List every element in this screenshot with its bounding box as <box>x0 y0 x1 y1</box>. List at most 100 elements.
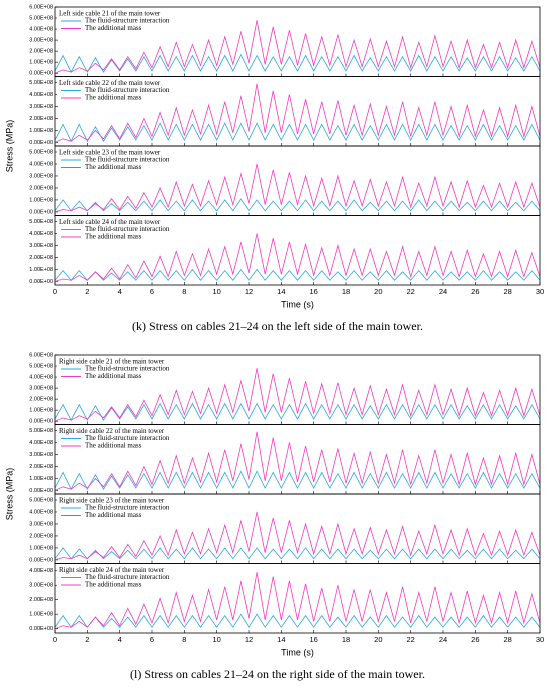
x-tick-label: 22 <box>406 635 414 644</box>
y-tick-label: 1.00E+08 <box>29 545 53 551</box>
y-tick-label: 1.00E+08 <box>29 476 53 482</box>
y-tick-label: 5.00E+08 <box>29 428 53 434</box>
legend-label: The additional mass <box>85 233 142 241</box>
legend-label: The additional mass <box>85 511 142 519</box>
y-tick-label: 5.00E+08 <box>29 80 53 86</box>
y-tick-label: 0.00E+00 <box>29 279 53 285</box>
legend-title: Right side cable 24 of the main tower <box>59 566 165 574</box>
legend-title: Right side cable 21 of the main tower <box>59 358 165 366</box>
legend-label: The additional mass <box>85 442 142 450</box>
y-tick-label: 4.00E+08 <box>29 375 53 381</box>
y-tick-label: 2.00E+08 <box>29 597 53 603</box>
x-tick-label: 14 <box>277 635 285 644</box>
y-tick-label: 0.00E+00 <box>29 140 53 146</box>
y-tick-label: 3.00E+08 <box>29 452 53 458</box>
y-tick-label: 2.00E+08 <box>29 255 53 261</box>
y-tick-label: 0.00E+00 <box>29 626 53 632</box>
series-line <box>54 511 541 561</box>
y-tick-label: 6.00E+08 <box>29 352 53 358</box>
y-tick-label: 0.00E+00 <box>29 557 53 563</box>
x-tick-label: 28 <box>503 635 511 644</box>
series-line <box>54 83 541 143</box>
y-tick-label: 4.00E+08 <box>29 161 53 167</box>
x-tick-label: 10 <box>212 287 220 296</box>
y-tick-label: 3.00E+08 <box>29 583 53 589</box>
series-line <box>54 122 541 143</box>
y-axis-label: Stress (MPa) <box>4 120 14 173</box>
series-line <box>54 233 541 282</box>
y-axis-label: Stress (MPa) <box>4 468 14 521</box>
series-line <box>54 470 541 491</box>
y-tick-label: 4.00E+08 <box>29 231 53 237</box>
y-tick-label: 0.00E+00 <box>29 71 53 77</box>
x-tick-label: 10 <box>212 635 220 644</box>
legend-label: The fluid-structure interaction <box>85 156 170 164</box>
legend-label: The fluid-structure interaction <box>85 434 170 442</box>
figure-caption: (l) Stress on cables 21–24 on the right … <box>130 667 425 681</box>
y-tick-label: 0.00E+00 <box>29 419 53 425</box>
x-tick-label: 18 <box>342 287 350 296</box>
y-tick-label: 5.00E+08 <box>29 149 53 155</box>
legend-label: The fluid-structure interaction <box>85 504 170 512</box>
x-tick-label: 30 <box>536 635 544 644</box>
x-tick-label: 20 <box>374 635 382 644</box>
series-line <box>54 547 541 560</box>
x-tick-label: 22 <box>406 287 414 296</box>
y-tick-label: 1.00E+08 <box>29 267 53 273</box>
series-line <box>54 20 541 74</box>
legend-label: The additional mass <box>85 24 142 32</box>
x-tick-label: 6 <box>150 287 154 296</box>
y-tick-label: 0.00E+00 <box>29 209 53 215</box>
legend-label: The fluid-structure interaction <box>85 573 170 581</box>
y-tick-label: 2.00E+08 <box>29 185 53 191</box>
x-tick-label: 0 <box>53 287 57 296</box>
x-tick-label: 26 <box>471 635 479 644</box>
y-tick-label: 2.00E+08 <box>29 49 53 55</box>
series-line <box>54 53 541 73</box>
y-tick-label: 4.00E+08 <box>29 568 53 574</box>
figure-caption: (k) Stress on cables 21–24 on the left s… <box>132 319 423 333</box>
x-tick-label: 4 <box>118 287 122 296</box>
x-tick-label: 14 <box>277 287 285 296</box>
series-line <box>54 431 541 491</box>
x-tick-label: 2 <box>85 635 89 644</box>
series-line <box>54 198 541 212</box>
y-tick-label: 4.00E+08 <box>29 92 53 98</box>
series-line <box>54 613 541 628</box>
legend-label: The fluid-structure interaction <box>85 17 170 25</box>
x-tick-label: 0 <box>53 635 57 644</box>
y-tick-label: 2.00E+08 <box>29 464 53 470</box>
y-tick-label: 1.00E+08 <box>29 197 53 203</box>
y-tick-label: 0.00E+00 <box>29 488 53 494</box>
y-tick-label: 2.00E+08 <box>29 397 53 403</box>
y-tick-label: 1.00E+08 <box>29 612 53 618</box>
y-tick-label: 2.00E+08 <box>29 116 53 122</box>
legend-label: The additional mass <box>85 372 142 380</box>
x-tick-label: 2 <box>85 287 89 296</box>
legend-title: Right side cable 23 of the main tower <box>59 497 165 505</box>
x-tick-label: 12 <box>245 635 253 644</box>
y-tick-label: 3.00E+08 <box>29 38 53 44</box>
y-tick-label: 3.00E+08 <box>29 173 53 179</box>
x-tick-label: 6 <box>150 635 154 644</box>
x-tick-label: 20 <box>374 287 382 296</box>
y-tick-label: 4.00E+08 <box>29 509 53 515</box>
series-line <box>54 572 541 630</box>
x-tick-label: 24 <box>439 635 447 644</box>
plot-frame <box>54 215 541 286</box>
y-tick-label: 5.00E+08 <box>29 15 53 21</box>
y-tick-label: 3.00E+08 <box>29 243 53 249</box>
x-tick-label: 16 <box>309 287 317 296</box>
y-tick-label: 2.00E+08 <box>29 533 53 539</box>
y-tick-label: 3.00E+08 <box>29 104 53 110</box>
legend-title: Left side cable 22 of the main tower <box>59 79 161 87</box>
x-tick-label: 12 <box>245 287 253 296</box>
y-tick-label: 3.00E+08 <box>29 521 53 527</box>
y-tick-label: 6.00E+08 <box>29 4 53 10</box>
y-tick-label: 1.00E+08 <box>29 128 53 134</box>
x-axis-label: Time (s) <box>281 299 314 309</box>
y-tick-label: 4.00E+08 <box>29 440 53 446</box>
x-axis-label: Time (s) <box>281 647 314 657</box>
x-tick-label: 8 <box>182 287 186 296</box>
